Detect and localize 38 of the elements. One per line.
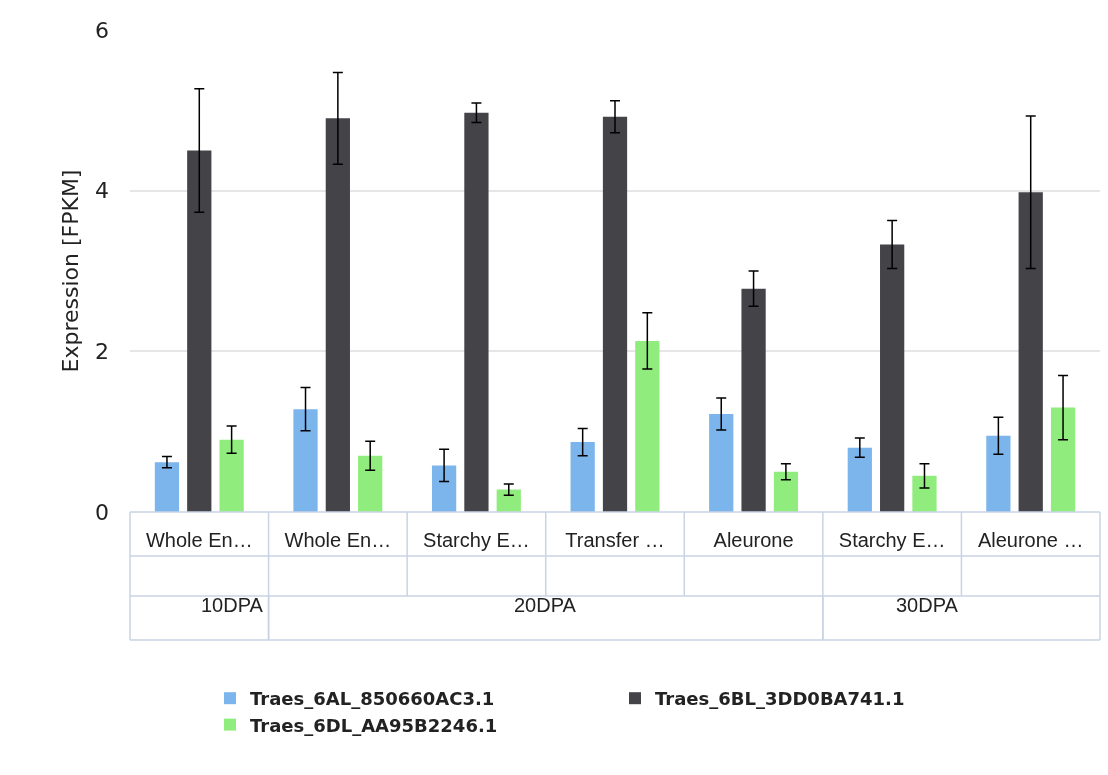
- bar: [847, 447, 872, 512]
- bar: [358, 455, 383, 512]
- x-tick-label: Aleurone: [713, 529, 794, 551]
- legend-label: Traes_6DL_AA95B2246.1: [250, 714, 498, 736]
- bar: [1050, 407, 1076, 512]
- bar: [635, 340, 660, 512]
- bar: [602, 116, 628, 512]
- bar: [187, 150, 212, 512]
- x-tick-label: Whole En…: [145, 529, 253, 551]
- bar: [293, 409, 318, 512]
- y-tick-label: 0: [95, 499, 109, 525]
- bar: [880, 244, 905, 512]
- x-tick-label: Starchy E…: [423, 529, 530, 551]
- text: 30DPA: [896, 594, 959, 616]
- bar: [431, 465, 457, 512]
- y-tick-label: 2: [95, 339, 109, 365]
- bar: [219, 439, 244, 512]
- bar: [986, 435, 1011, 512]
- x-tick-label: Transfer …: [565, 529, 665, 551]
- bar: [741, 288, 766, 512]
- x-tick-label: Starchy E…: [838, 529, 946, 551]
- y-tick-label: 6: [95, 17, 109, 43]
- y-tick-label: 4: [95, 178, 109, 204]
- bar: [570, 442, 595, 512]
- x-tick-label: Whole En…: [284, 529, 392, 551]
- bar: [773, 471, 799, 512]
- bar: [1018, 192, 1043, 512]
- bar: [912, 475, 937, 512]
- y-axis-title: Expression [FPKM]: [57, 169, 83, 373]
- bar: [709, 413, 734, 512]
- bar: [464, 112, 489, 512]
- text: 20DPA: [514, 594, 577, 616]
- legend-label: Traes_6AL_850660AC3.1: [250, 688, 495, 710]
- bar: [325, 118, 350, 512]
- legend-label: Traes_6BL_3DD0BA741.1: [655, 688, 905, 710]
- bar: [154, 462, 180, 512]
- x-tick-label: Aleurone …: [977, 529, 1084, 551]
- text: 10DPA: [201, 594, 264, 616]
